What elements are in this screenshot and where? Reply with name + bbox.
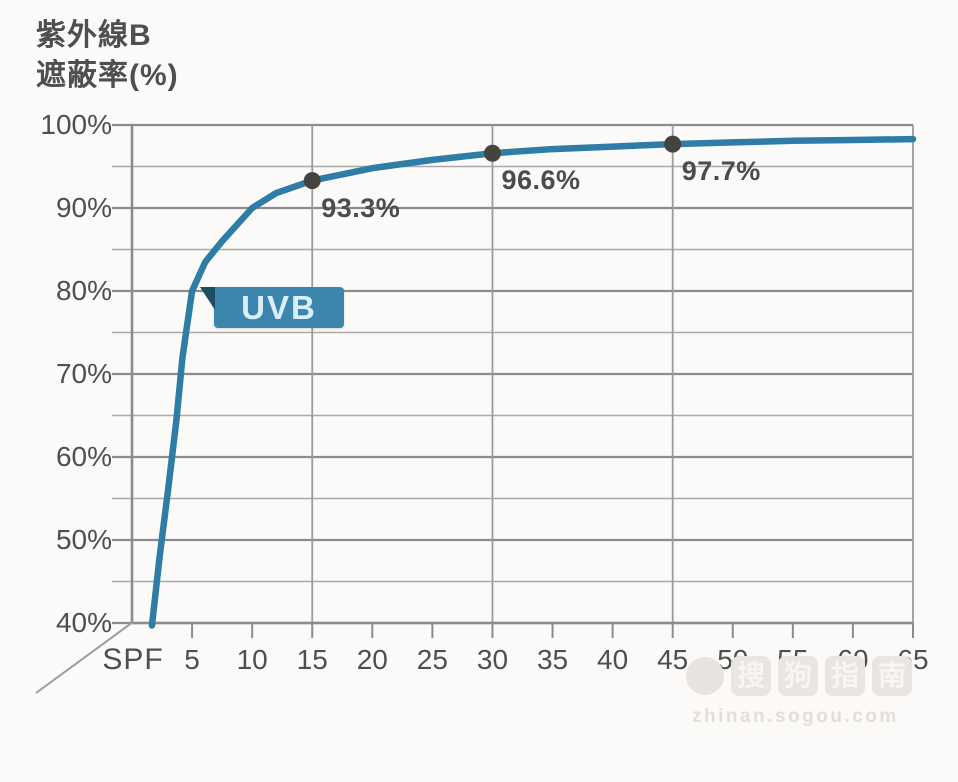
x-tick-label: 35	[536, 644, 569, 675]
x-tick-label: 10	[236, 644, 268, 675]
x-tick-label: 30	[476, 644, 509, 675]
watermark-url: zhinan.sogou.com	[692, 706, 899, 727]
data-point-marker	[483, 144, 501, 162]
uvb-badge-label: UVB	[241, 289, 317, 326]
data-point-label: 93.3%	[321, 192, 401, 223]
x-axis-name: SPF	[102, 643, 164, 676]
watermark-character: 指	[825, 656, 865, 696]
watermark-character: 南	[872, 656, 912, 696]
uvb-curve	[148, 135, 917, 629]
x-tick-label: 45	[657, 644, 689, 675]
watermark-character: 狗	[778, 656, 818, 696]
x-tick-label: 20	[356, 644, 388, 675]
origin-diagonal-line	[35, 621, 134, 694]
chart-title: 紫外線B 遮蔽率(%)	[36, 16, 179, 96]
y-tick-label: 100%	[40, 109, 112, 140]
y-tick-label: 50%	[55, 524, 112, 555]
x-tick-label: 40	[597, 644, 629, 675]
y-tick-label: 40%	[55, 607, 112, 638]
data-point-label: 96.6%	[501, 165, 581, 196]
data-point-marker	[664, 135, 682, 153]
y-tick-label: 70%	[55, 358, 112, 389]
watermark-logo-row: 搜狗指南	[686, 656, 948, 696]
watermark-character: 搜	[731, 656, 771, 696]
y-tick-label: 80%	[55, 275, 112, 306]
data-point-marker	[303, 172, 321, 190]
watermark-logo-icon	[686, 657, 724, 695]
chart-title-line2: 遮蔽率(%)	[36, 59, 179, 92]
watermark: 搜狗指南 zhinan.sogou.com	[686, 656, 948, 728]
chart-title-line1: 紫外線B	[36, 19, 152, 52]
uvb-series-badge: UVB	[200, 287, 344, 328]
y-tick-label: 60%	[55, 441, 112, 472]
x-tick-label: 5	[184, 644, 200, 675]
data-point-label: 97.7%	[681, 156, 761, 187]
y-tick-label: 90%	[55, 192, 112, 223]
x-tick-label: 25	[416, 644, 448, 675]
x-tick-label: 15	[296, 644, 328, 675]
